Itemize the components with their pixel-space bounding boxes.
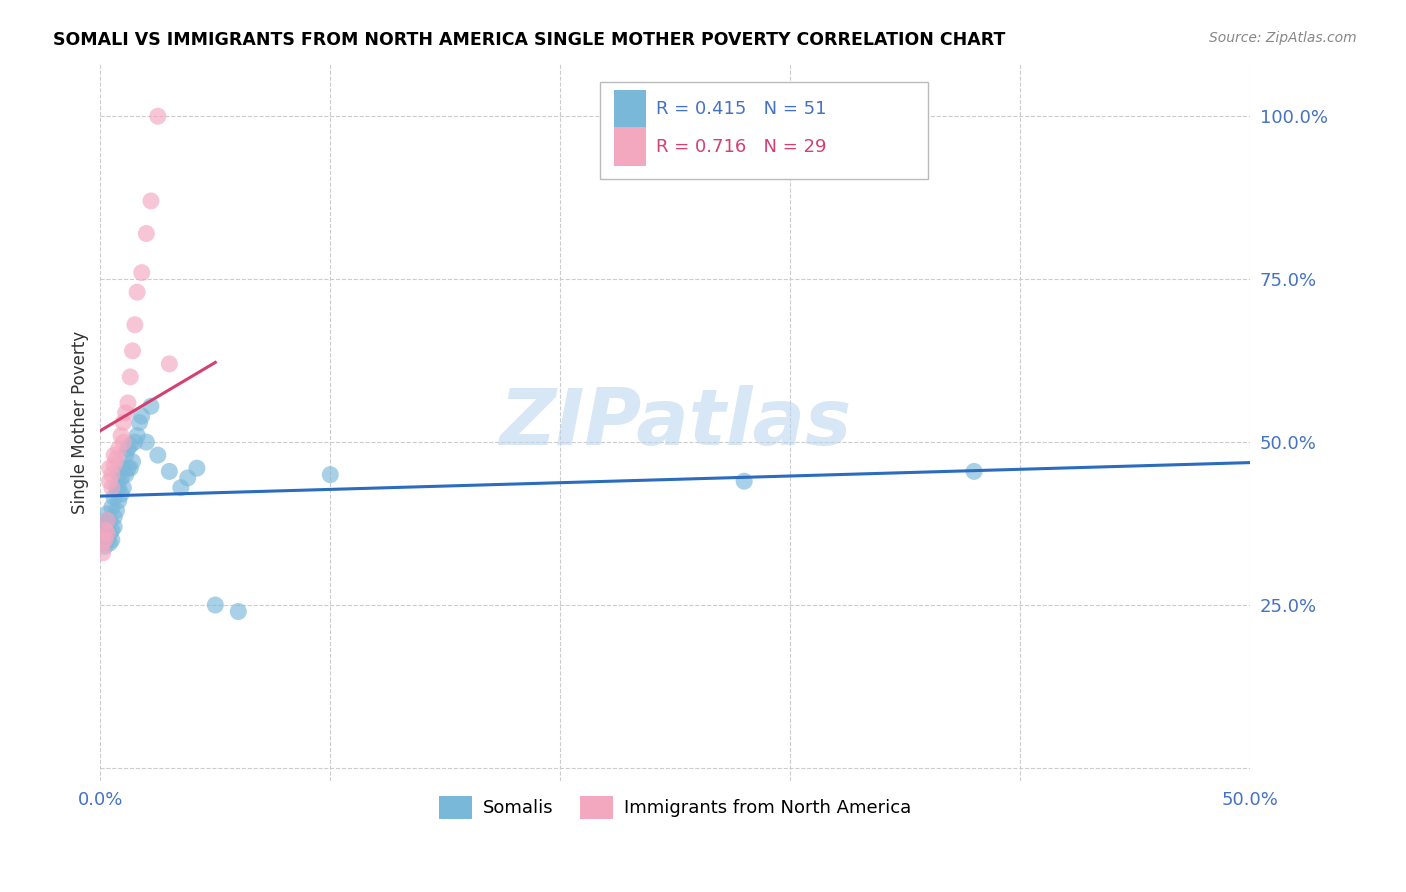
Point	[101, 467, 124, 482]
Point	[114, 448, 136, 462]
Point	[117, 442, 139, 456]
Point	[146, 109, 169, 123]
Point	[96, 513, 118, 527]
Point	[131, 266, 153, 280]
Point	[170, 481, 193, 495]
Point	[114, 406, 136, 420]
Point	[107, 481, 129, 495]
Point	[157, 464, 180, 478]
Point	[96, 526, 118, 541]
Point	[94, 533, 117, 547]
Text: R = 0.415   N = 51: R = 0.415 N = 51	[655, 100, 827, 119]
Point	[96, 533, 118, 547]
Point	[139, 194, 162, 208]
Point	[101, 523, 124, 537]
Point	[91, 536, 114, 550]
Point	[98, 526, 121, 541]
Point	[105, 503, 128, 517]
Point	[103, 448, 125, 462]
Point	[121, 455, 143, 469]
Point	[101, 500, 124, 515]
Point	[131, 409, 153, 423]
Point	[112, 416, 135, 430]
Point	[107, 467, 129, 482]
Point	[110, 428, 132, 442]
Point	[117, 396, 139, 410]
Text: R = 0.716   N = 29: R = 0.716 N = 29	[655, 137, 827, 155]
Point	[128, 416, 150, 430]
Point	[105, 451, 128, 466]
Point	[177, 471, 200, 485]
Point	[135, 227, 157, 241]
Point	[963, 464, 986, 478]
Point	[127, 428, 149, 442]
Point	[105, 481, 128, 495]
Point	[91, 520, 114, 534]
Point	[733, 474, 755, 488]
Point	[146, 448, 169, 462]
Point	[319, 467, 342, 482]
Point	[112, 435, 135, 450]
Point	[110, 471, 132, 485]
Point	[98, 474, 121, 488]
Point	[101, 481, 124, 495]
Point	[226, 605, 249, 619]
Point	[127, 285, 149, 300]
Point	[103, 520, 125, 534]
Point	[96, 513, 118, 527]
Point	[101, 533, 124, 547]
Point	[157, 357, 180, 371]
Point	[114, 467, 136, 482]
Point	[98, 461, 121, 475]
Point	[103, 458, 125, 472]
Point	[96, 523, 118, 537]
Point	[120, 461, 142, 475]
Y-axis label: Single Mother Poverty: Single Mother Poverty	[72, 331, 89, 514]
Point	[733, 109, 755, 123]
Point	[186, 461, 208, 475]
Point	[110, 487, 132, 501]
Point	[94, 540, 117, 554]
Point	[139, 399, 162, 413]
Text: SOMALI VS IMMIGRANTS FROM NORTH AMERICA SINGLE MOTHER POVERTY CORRELATION CHART: SOMALI VS IMMIGRANTS FROM NORTH AMERICA …	[53, 31, 1005, 49]
Point	[91, 536, 114, 550]
FancyBboxPatch shape	[614, 127, 647, 166]
FancyBboxPatch shape	[614, 89, 647, 129]
Point	[107, 493, 129, 508]
Legend: Somalis, Immigrants from North America: Somalis, Immigrants from North America	[432, 789, 918, 826]
Point	[94, 516, 117, 531]
Point	[98, 513, 121, 527]
Point	[98, 536, 121, 550]
Point	[94, 526, 117, 541]
Text: ZIPatlas: ZIPatlas	[499, 384, 851, 460]
Text: Source: ZipAtlas.com: Source: ZipAtlas.com	[1209, 31, 1357, 45]
Point	[135, 435, 157, 450]
Point	[94, 523, 117, 537]
Point	[121, 343, 143, 358]
Point	[112, 481, 135, 495]
Point	[124, 435, 146, 450]
Point	[91, 530, 114, 544]
Point	[112, 461, 135, 475]
Point	[204, 598, 226, 612]
Point	[117, 461, 139, 475]
Point	[120, 370, 142, 384]
Point	[103, 510, 125, 524]
Point	[120, 438, 142, 452]
FancyBboxPatch shape	[600, 82, 928, 178]
Point	[107, 442, 129, 456]
Point	[91, 546, 114, 560]
Point	[124, 318, 146, 332]
Point	[96, 507, 118, 521]
Point	[103, 491, 125, 505]
